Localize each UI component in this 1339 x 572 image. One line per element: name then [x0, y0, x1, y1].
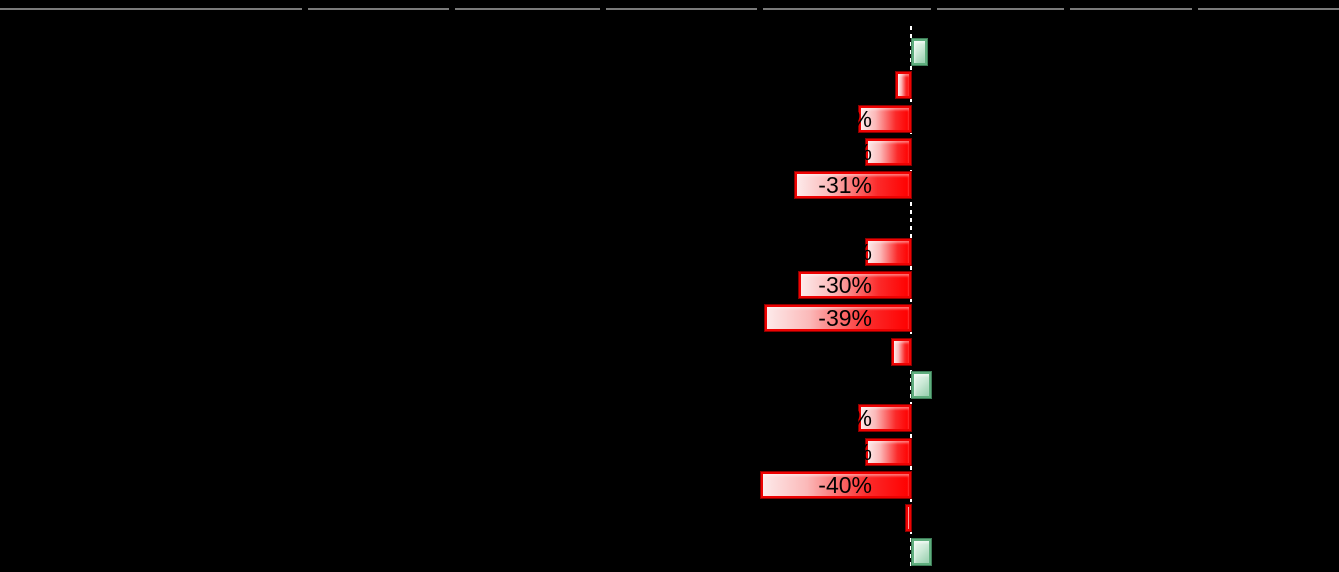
bar-data-label-row-3: -14%	[818, 106, 872, 132]
positive-bar-row-11	[912, 372, 931, 398]
bar-data-label-row-14: -40%	[818, 472, 872, 498]
negative-bar-row-3	[859, 106, 911, 132]
bar-data-label-row-11: 5%	[936, 372, 970, 398]
positive-bar-row-1	[912, 39, 927, 65]
plot-top-border-segment	[455, 8, 600, 10]
bar-data-label-row-9: -39%	[818, 305, 872, 331]
plot-top-border-segment	[0, 8, 302, 10]
plot-top-border-segment	[937, 8, 1064, 10]
plot-top-border-segment	[308, 8, 449, 10]
bar-data-label-row-16: 5%	[936, 539, 970, 565]
negative-bar-row-8	[799, 272, 911, 298]
bar-data-label-row-5: -31%	[818, 172, 872, 198]
positive-bar-row-16	[912, 539, 931, 565]
plot-top-border-segment	[606, 8, 757, 10]
negative-bar-row-15	[906, 505, 911, 531]
negative-bar-row-13	[866, 439, 911, 465]
negative-bar-row-7	[866, 239, 911, 265]
bar-data-label-row-1: 4%	[932, 39, 966, 65]
plot-top-border-segment	[763, 8, 931, 10]
zero-axis-dashed-line	[910, 26, 912, 570]
bar-data-label-row-15: -1%	[831, 505, 872, 531]
negative-bar-row-2	[896, 72, 911, 98]
bar-data-label-row-2: -4%	[831, 72, 872, 98]
bar-data-label-row-10: -5%	[831, 339, 872, 365]
plot-top-border-segment	[1070, 8, 1192, 10]
plot-top-border-segment	[1198, 8, 1339, 10]
bar-data-label-row-7: -12%	[818, 239, 872, 265]
negative-bar-row-9	[765, 305, 911, 331]
bar-data-label-row-13: -12%	[818, 439, 872, 465]
bar-data-label-row-4: -12%	[818, 139, 872, 165]
bar-data-label-row-8: -30%	[818, 272, 872, 298]
negative-bar-row-4	[866, 139, 911, 165]
negative-bar-row-12	[859, 405, 911, 431]
negative-bar-row-10	[892, 339, 911, 365]
negative-bar-row-5	[795, 172, 911, 198]
bar-data-label-row-12: -14%	[818, 405, 872, 431]
negative-bar-row-14	[761, 472, 911, 498]
